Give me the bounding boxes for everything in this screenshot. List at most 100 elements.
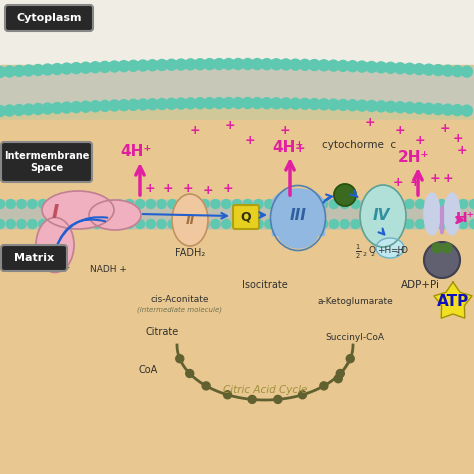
Circle shape: [394, 219, 403, 228]
Circle shape: [223, 58, 234, 70]
Circle shape: [385, 62, 396, 73]
Circle shape: [179, 219, 188, 228]
Text: +: +: [415, 134, 425, 146]
Circle shape: [128, 100, 139, 110]
FancyBboxPatch shape: [233, 205, 259, 229]
Circle shape: [405, 200, 414, 209]
Circle shape: [432, 243, 442, 253]
Circle shape: [319, 200, 328, 209]
Text: FADH₂: FADH₂: [175, 248, 205, 258]
Circle shape: [290, 98, 301, 109]
Circle shape: [366, 62, 377, 73]
Circle shape: [375, 101, 387, 112]
Circle shape: [427, 200, 436, 209]
Circle shape: [452, 65, 463, 77]
Circle shape: [308, 200, 317, 209]
Circle shape: [233, 200, 241, 209]
Circle shape: [275, 219, 284, 228]
Circle shape: [470, 200, 474, 209]
Text: O: O: [401, 246, 408, 255]
Text: Q: Q: [241, 210, 251, 224]
Circle shape: [242, 58, 253, 70]
Text: Citric Acid Cycle: Citric Acid Cycle: [223, 385, 307, 395]
Circle shape: [309, 60, 320, 71]
Ellipse shape: [89, 200, 141, 230]
Bar: [0, 120, 474, 200]
Circle shape: [461, 105, 473, 116]
Circle shape: [319, 219, 328, 228]
Circle shape: [329, 200, 338, 209]
Circle shape: [146, 200, 155, 209]
Circle shape: [92, 219, 101, 228]
Circle shape: [195, 59, 206, 70]
Circle shape: [0, 106, 6, 117]
Text: IV: IV: [372, 209, 390, 224]
Circle shape: [254, 200, 263, 209]
Circle shape: [200, 219, 209, 228]
Text: $\frac{1}{2}$: $\frac{1}{2}$: [355, 243, 361, 261]
Circle shape: [60, 200, 69, 209]
Circle shape: [337, 60, 348, 72]
Circle shape: [92, 200, 101, 209]
Circle shape: [320, 382, 328, 390]
Circle shape: [211, 219, 220, 228]
Circle shape: [423, 64, 434, 75]
Circle shape: [319, 60, 329, 71]
Circle shape: [175, 59, 187, 70]
Circle shape: [362, 219, 371, 228]
Circle shape: [373, 219, 382, 228]
Circle shape: [347, 61, 358, 72]
Circle shape: [242, 98, 253, 109]
Circle shape: [179, 200, 188, 209]
Circle shape: [233, 219, 241, 228]
Circle shape: [459, 200, 468, 209]
Circle shape: [252, 59, 263, 70]
Circle shape: [6, 200, 15, 209]
Circle shape: [297, 200, 306, 209]
Circle shape: [334, 374, 342, 383]
Circle shape: [414, 103, 425, 114]
Circle shape: [233, 58, 244, 70]
Text: II: II: [185, 213, 195, 227]
Circle shape: [137, 99, 148, 110]
Circle shape: [103, 219, 112, 228]
Circle shape: [38, 200, 47, 209]
Text: +: +: [365, 116, 375, 128]
Circle shape: [351, 200, 360, 209]
Circle shape: [404, 63, 415, 74]
Circle shape: [252, 98, 263, 109]
Circle shape: [280, 98, 292, 109]
Text: +: +: [223, 182, 233, 194]
Circle shape: [136, 219, 145, 228]
Circle shape: [0, 200, 4, 209]
Circle shape: [383, 219, 392, 228]
Circle shape: [114, 219, 123, 228]
Circle shape: [437, 200, 446, 209]
Text: Succinyl-CoA: Succinyl-CoA: [326, 334, 384, 343]
Circle shape: [346, 355, 354, 363]
Text: +H: +H: [377, 246, 391, 255]
Text: +: +: [280, 124, 290, 137]
Bar: [0, 230, 474, 474]
Bar: [272, 200, 324, 235]
Circle shape: [459, 219, 468, 228]
Circle shape: [4, 105, 15, 116]
Circle shape: [80, 101, 91, 112]
Circle shape: [109, 100, 120, 111]
Circle shape: [300, 98, 310, 109]
Circle shape: [211, 200, 220, 209]
Circle shape: [14, 104, 25, 116]
Circle shape: [49, 219, 58, 228]
Circle shape: [340, 200, 349, 209]
Circle shape: [204, 98, 215, 109]
Circle shape: [448, 200, 457, 209]
Ellipse shape: [376, 238, 404, 258]
Circle shape: [71, 200, 80, 209]
Circle shape: [280, 59, 292, 70]
Circle shape: [90, 62, 101, 73]
Circle shape: [337, 100, 348, 110]
Circle shape: [71, 101, 82, 113]
Text: 2H⁺: 2H⁺: [398, 151, 429, 165]
Circle shape: [100, 61, 110, 73]
Circle shape: [186, 370, 194, 377]
